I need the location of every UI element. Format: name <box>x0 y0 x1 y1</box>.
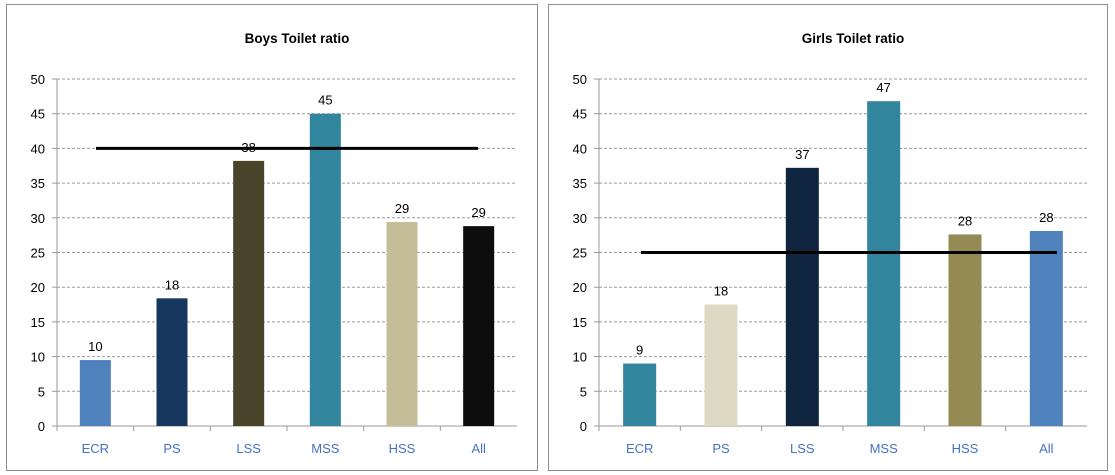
y-tick-label: 35 <box>31 176 45 191</box>
data-label: 29 <box>395 201 409 216</box>
x-category-label: HSS <box>952 441 979 456</box>
girls-chart-svg: Girls Toilet ratio 0 5 10 15 20 25 30 35 40 45 50 9 E… <box>573 31 1087 456</box>
bar-mss <box>309 113 341 426</box>
data-label: 28 <box>1039 210 1053 225</box>
y-tick-label: 25 <box>31 246 45 261</box>
y-tick-label: 35 <box>573 176 587 191</box>
data-label: 45 <box>318 93 332 108</box>
bar-hss <box>948 234 982 426</box>
y-tick-label: 45 <box>31 107 45 122</box>
y-tick-label: 50 <box>31 72 45 87</box>
y-tick-label: 5 <box>38 384 45 399</box>
y-tick-label: 0 <box>580 419 587 434</box>
x-category-label: PS <box>163 441 181 456</box>
y-tick-label: 40 <box>573 141 587 156</box>
chart-title: Girls Toilet ratio <box>802 31 905 46</box>
x-category-label: HSS <box>389 441 416 456</box>
x-category-label: ECR <box>626 441 653 456</box>
y-tick-label: 20 <box>31 280 45 295</box>
bar-all <box>463 226 495 426</box>
y-tick-label: 30 <box>573 211 587 226</box>
bar-ps <box>156 298 188 426</box>
x-category-label: PS <box>712 441 730 456</box>
boys-chart-svg: Boys Toilet ratio 0 5 10 15 20 25 30 35 40 45 50 10 E… <box>31 31 517 456</box>
y-tick-label: 30 <box>31 211 45 226</box>
girls-toilet-ratio-chart: Girls Toilet ratio 0 5 10 15 20 25 30 35 40 45 50 9 E… <box>548 4 1108 471</box>
data-label: 37 <box>795 147 809 162</box>
x-category-label: LSS <box>790 441 815 456</box>
data-label: 47 <box>876 80 890 95</box>
x-category-label: MSS <box>870 441 899 456</box>
y-tick-label: 5 <box>580 384 587 399</box>
x-category-label: All <box>471 441 486 456</box>
bar-ecr <box>79 360 111 426</box>
chart-title: Boys Toilet ratio <box>245 31 350 46</box>
bar-ecr <box>623 363 657 426</box>
bar-ps <box>704 304 738 426</box>
y-tick-label: 15 <box>573 315 587 330</box>
x-category-label: All <box>1039 441 1054 456</box>
boys-toilet-ratio-chart: Boys Toilet ratio 0 5 10 15 20 25 30 35 40 45 50 10 E… <box>6 4 538 471</box>
x-category-label: MSS <box>311 441 340 456</box>
y-tick-label: 50 <box>573 72 587 87</box>
y-tick-label: 10 <box>573 350 587 365</box>
y-tick-label: 40 <box>31 141 45 156</box>
bar-all <box>1029 230 1063 426</box>
bar-lss <box>785 167 819 426</box>
data-label: 18 <box>165 277 179 292</box>
y-tick-label: 20 <box>573 280 587 295</box>
data-label: 10 <box>88 339 102 354</box>
data-label: 18 <box>714 284 728 299</box>
y-tick-label: 15 <box>31 315 45 330</box>
x-category-label: LSS <box>236 441 261 456</box>
y-tick-label: 45 <box>573 107 587 122</box>
data-label: 29 <box>471 205 485 220</box>
y-tick-label: 10 <box>31 350 45 365</box>
bar-mss <box>867 101 901 426</box>
y-tick-label: 25 <box>573 246 587 261</box>
y-tick-label: 0 <box>38 419 45 434</box>
bar-hss <box>386 221 418 426</box>
x-category-label: ECR <box>82 441 109 456</box>
data-label: 9 <box>636 343 643 358</box>
bar-lss <box>233 160 265 426</box>
data-label: 28 <box>958 213 972 228</box>
